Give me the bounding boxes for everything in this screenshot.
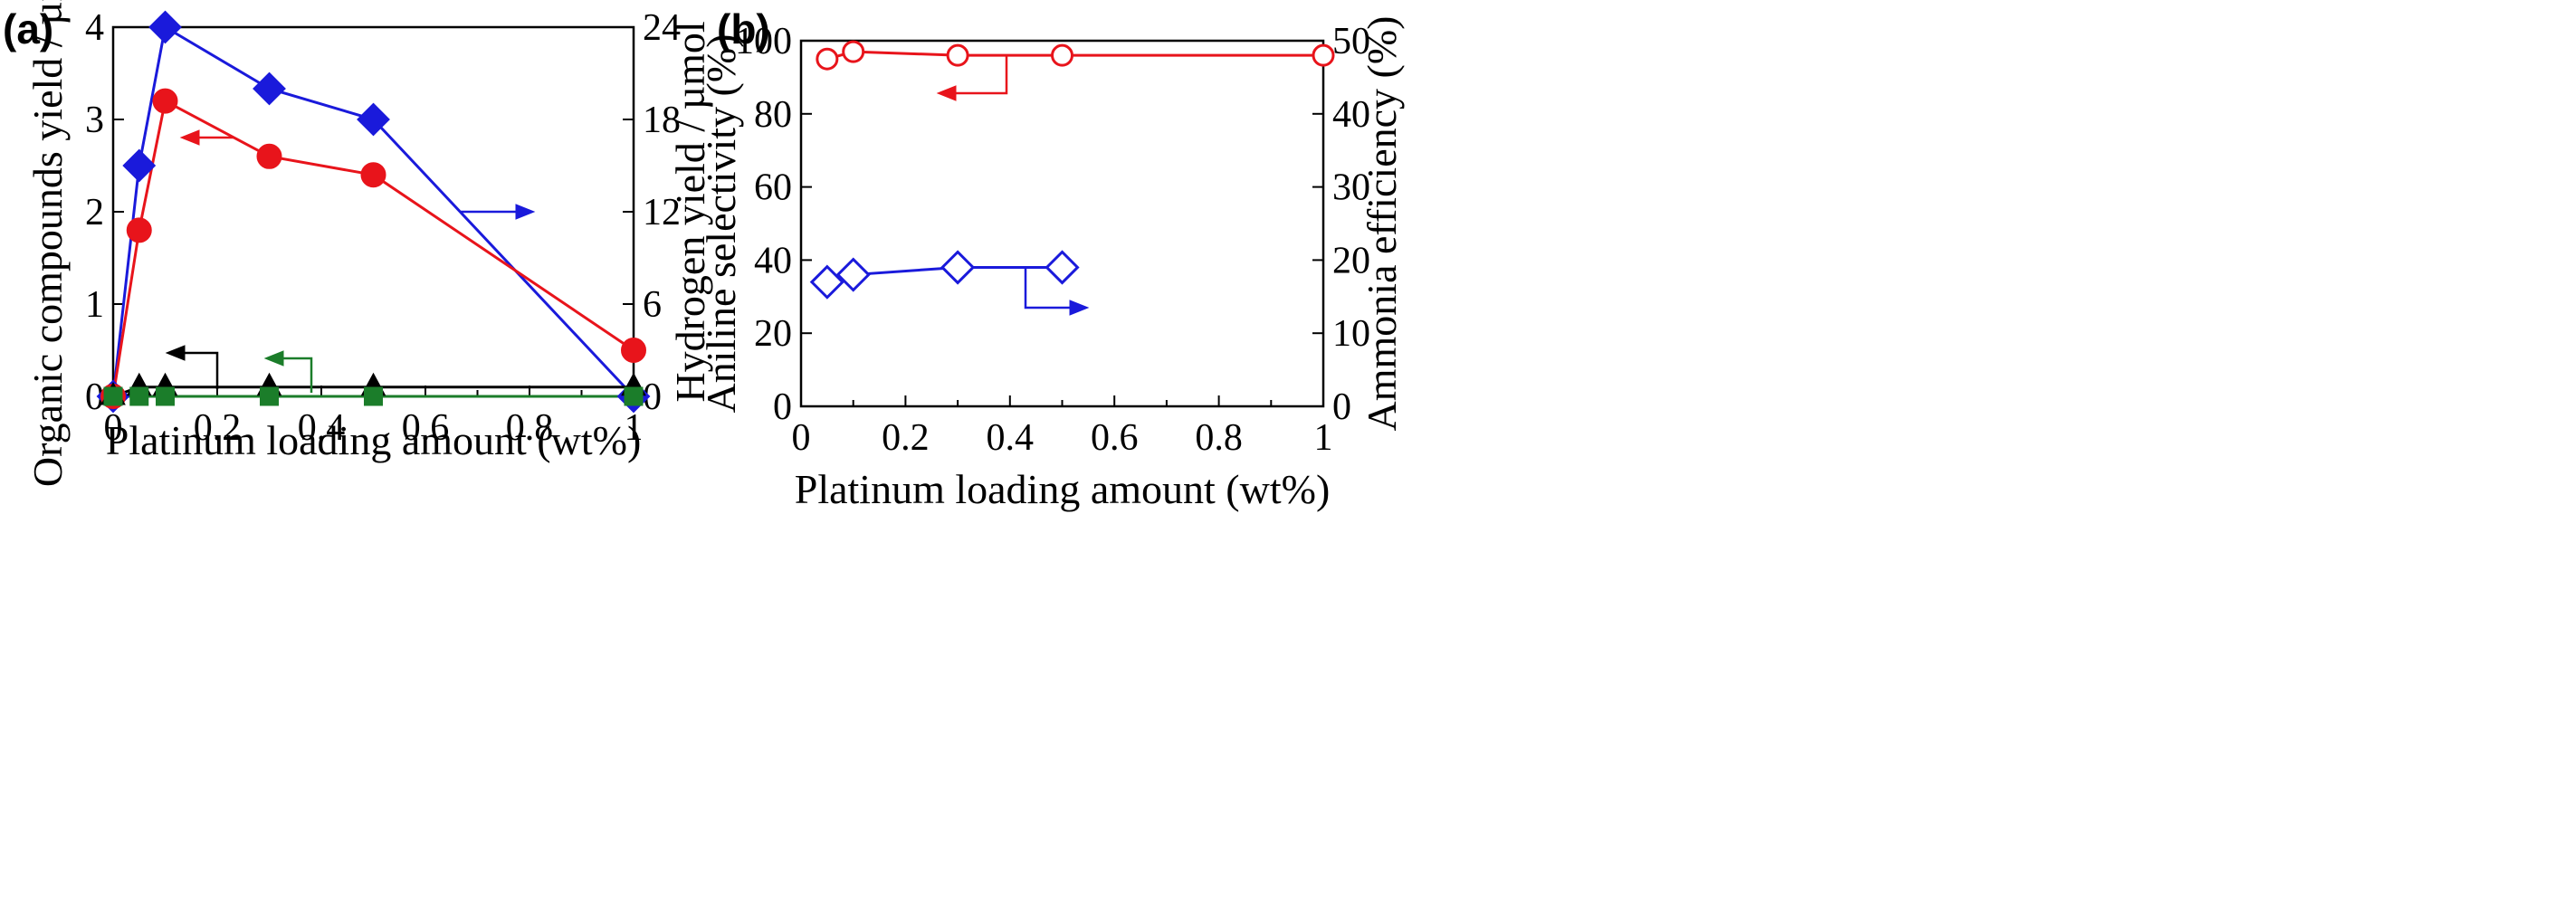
plot-frame — [111, 25, 635, 398]
data-point — [364, 386, 383, 406]
data-point — [152, 88, 178, 114]
y-right-tick-label: 24 — [643, 7, 681, 49]
panel-letter: (b) — [717, 5, 770, 52]
x-tick-label: 0.2 — [194, 407, 242, 449]
axis-arrow-head — [936, 85, 957, 101]
y-left-tick-label: 60 — [754, 167, 792, 209]
data-point — [1051, 43, 1073, 67]
series-line — [826, 50, 1323, 61]
axis-arrow-head — [515, 204, 536, 220]
x-tick-label: 0.2 — [882, 417, 930, 459]
x-tick-label: 0.8 — [1195, 417, 1243, 459]
y-right-tick-label: 20 — [1332, 240, 1370, 281]
y-left-tick-label: 4 — [85, 7, 104, 49]
data-point — [126, 217, 152, 243]
data-point — [122, 148, 157, 183]
y-left-tick-label: 0 — [85, 376, 104, 418]
y-left-axis-title: Organic compounds yield / µmol — [24, 0, 71, 487]
axis-arrow — [177, 351, 219, 389]
y-right-tick-label: 30 — [1332, 167, 1370, 209]
y-left-tick-label: 20 — [754, 313, 792, 355]
y-right-tick-label: 12 — [643, 192, 681, 233]
axis-arrow-head — [263, 350, 284, 367]
panel-letter: (a) — [3, 5, 53, 52]
data-point — [835, 257, 871, 292]
x-tick-label: 1 — [1314, 417, 1333, 459]
y-left-tick-label: 1 — [85, 284, 104, 326]
y-left-tick-label: 100 — [735, 21, 792, 62]
data-point — [842, 40, 865, 63]
data-point — [809, 264, 844, 300]
x-tick-label: 0.8 — [506, 407, 554, 449]
y-right-tick-label: 0 — [643, 376, 662, 418]
axis-arrow — [1024, 268, 1077, 309]
y-right-tick-label: 40 — [1332, 94, 1370, 136]
y-right-tick-label: 10 — [1332, 313, 1370, 355]
x-tick-label: 0.4 — [298, 407, 346, 449]
data-point — [360, 162, 386, 188]
y-left-axis-title: Aniline selectivity (%) — [698, 34, 744, 414]
y-left-tick-label: 80 — [754, 94, 792, 136]
x-axis-title: Platinum loading amount (wt%) — [795, 466, 1331, 512]
y-left-tick-label: 3 — [85, 100, 104, 141]
x-tick-label: 0.4 — [987, 417, 1035, 459]
data-point — [357, 102, 390, 137]
y-left-tick-label: 0 — [773, 386, 792, 428]
data-point — [253, 71, 286, 106]
x-tick-label: 0 — [104, 407, 123, 449]
y-right-tick-label: 6 — [643, 284, 662, 326]
data-point — [256, 143, 282, 169]
panel-b: 0 0.2 0.4 0.6 0.8 102040608010001020304050(b)… — [698, 5, 1405, 512]
data-point — [148, 10, 182, 44]
y-right-axis-title: Ammonia efficiency (%) — [1359, 16, 1405, 432]
data-point — [816, 47, 839, 71]
data-point — [624, 386, 644, 406]
data-point — [940, 250, 976, 285]
data-point — [103, 386, 123, 406]
data-point — [621, 338, 646, 363]
y-right-axis-title: Hydrogen yield / µmol — [667, 21, 713, 402]
data-point — [260, 386, 279, 406]
y-left-tick-label: 40 — [754, 240, 792, 281]
x-tick-label: 0.6 — [1091, 417, 1139, 459]
axis-arrow-head — [165, 345, 186, 361]
y-right-tick-label: 0 — [1332, 386, 1351, 428]
data-point — [1312, 43, 1335, 67]
series-line — [111, 24, 635, 398]
data-point — [156, 386, 175, 406]
y-right-tick-label: 50 — [1332, 21, 1370, 62]
x-axis-title: Platinum loading amount (wt%) — [106, 417, 642, 463]
axis-arrow-head — [179, 129, 200, 146]
x-tick-label: 0.6 — [402, 407, 450, 449]
y-right-tick-label: 18 — [643, 100, 681, 141]
data-point — [946, 43, 969, 67]
x-tick-label: 0 — [792, 417, 811, 459]
plot-frame — [799, 39, 1325, 408]
axis-arrow — [276, 357, 313, 393]
axis-arrow — [949, 56, 1008, 95]
series-line — [111, 99, 634, 397]
data-point — [129, 386, 149, 406]
x-tick-label: 1 — [625, 407, 644, 449]
data-point — [1045, 250, 1080, 285]
y-left-tick-label: 2 — [85, 192, 104, 233]
axis-arrow-head — [1069, 300, 1090, 316]
